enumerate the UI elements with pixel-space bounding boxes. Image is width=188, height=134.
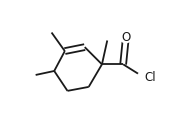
Ellipse shape: [120, 33, 132, 43]
Text: O: O: [121, 31, 130, 44]
Ellipse shape: [137, 72, 152, 84]
Text: Cl: Cl: [144, 71, 156, 84]
